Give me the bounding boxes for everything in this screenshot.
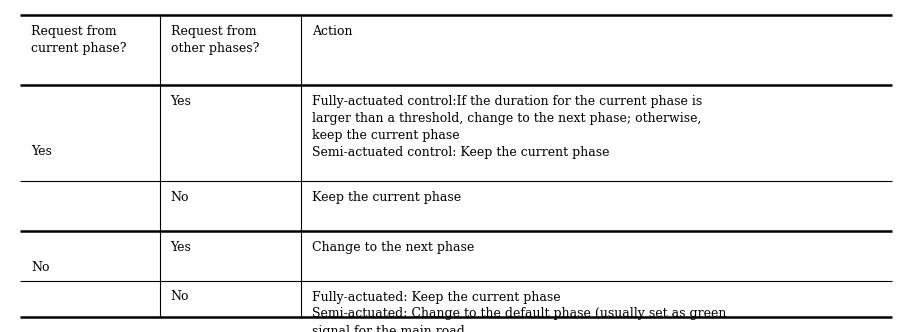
Text: Yes: Yes	[170, 241, 191, 254]
Text: No: No	[31, 261, 49, 275]
Text: Action: Action	[312, 25, 352, 38]
Text: No: No	[170, 290, 189, 303]
Text: Yes: Yes	[31, 145, 52, 158]
Text: No: No	[170, 191, 189, 204]
Text: Request from
current phase?: Request from current phase?	[31, 25, 127, 55]
Text: Yes: Yes	[170, 95, 191, 108]
Text: Keep the current phase: Keep the current phase	[312, 191, 461, 204]
Text: Request from
other phases?: Request from other phases?	[170, 25, 259, 55]
Text: Change to the next phase: Change to the next phase	[312, 241, 474, 254]
Text: Fully-actuated control:If the duration for the current phase is
larger than a th: Fully-actuated control:If the duration f…	[312, 95, 701, 159]
Text: Fully-actuated: Keep the current phase
Semi-actuated: Change to the default phas: Fully-actuated: Keep the current phase S…	[312, 290, 725, 332]
